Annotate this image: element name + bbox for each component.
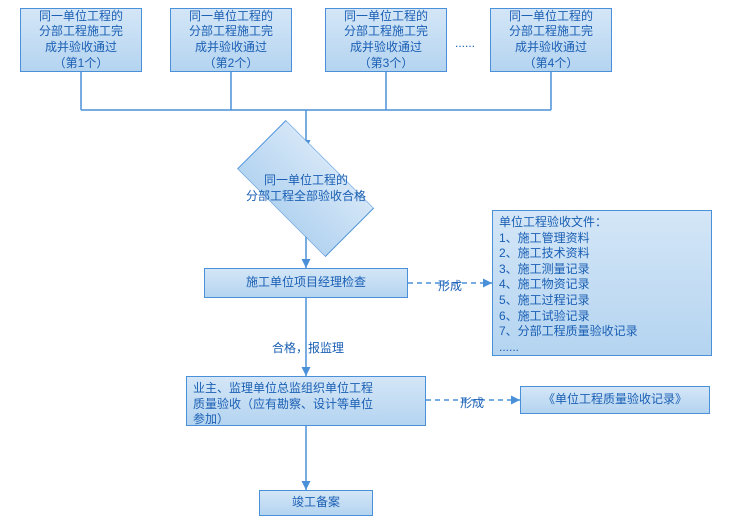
flow-box: 同一单位工程的分部工程施工完成并验收通过（第4个）: [490, 8, 612, 72]
box-text: 竣工备案: [292, 495, 340, 511]
box-text: 同一单位工程的分部工程施工完成并验收通过（第2个）: [189, 9, 273, 71]
flow-box: 同一单位工程的分部工程施工完成并验收通过（第1个）: [20, 8, 142, 72]
flow-box: 单位工程验收文件：1、施工管理资料2、施工技术资料3、施工测量记录4、施工物资记…: [492, 210, 712, 356]
flow-box: 竣工备案: [259, 490, 373, 516]
form-label-2: 形成: [460, 394, 484, 411]
box-text: 《单位工程质量验收记录》: [543, 392, 687, 408]
ellipsis: ......: [455, 36, 475, 50]
flow-box: 《单位工程质量验收记录》: [520, 386, 710, 414]
box-text: 施工单位项目经理检查: [246, 275, 366, 291]
box-text: 同一单位工程的分部工程施工完成并验收通过（第4个）: [509, 9, 593, 71]
mid-label: 合格，报监理: [272, 339, 344, 356]
form-label-1: 形成: [438, 277, 462, 294]
flow-box: 业主、监理单位总监组织单位工程质量验收（应有勘察、设计等单位参加）: [186, 376, 426, 426]
box-text: 业主、监理单位总监组织单位工程质量验收（应有勘察、设计等单位参加）: [193, 381, 373, 428]
flow-box: 施工单位项目经理检查: [204, 268, 408, 298]
box-text: 单位工程验收文件：1、施工管理资料2、施工技术资料3、施工测量记录4、施工物资记…: [499, 215, 638, 355]
flow-box: 同一单位工程的分部工程施工完成并验收通过（第2个）: [170, 8, 292, 72]
box-text: 同一单位工程的分部工程施工完成并验收通过（第3个）: [344, 9, 428, 71]
box-text: 同一单位工程的分部工程施工完成并验收通过（第1个）: [39, 9, 123, 71]
flow-box: 同一单位工程的分部工程施工完成并验收通过（第3个）: [325, 8, 447, 72]
diamond-text: 同一单位工程的分部工程全部验收合格: [246, 173, 366, 204]
decision-diamond: 同一单位工程的分部工程全部验收合格: [219, 149, 393, 229]
